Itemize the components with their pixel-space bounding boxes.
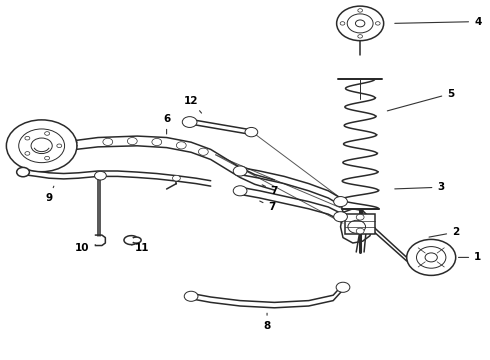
Circle shape	[6, 120, 77, 172]
Circle shape	[57, 144, 62, 148]
Circle shape	[45, 132, 49, 135]
Bar	[345, 214, 375, 234]
Circle shape	[233, 186, 247, 196]
Circle shape	[25, 136, 30, 140]
Circle shape	[347, 14, 373, 33]
Circle shape	[17, 167, 29, 177]
Circle shape	[25, 152, 30, 155]
Text: 9: 9	[46, 186, 54, 203]
Text: 5: 5	[387, 89, 454, 111]
Text: 10: 10	[75, 243, 96, 253]
Circle shape	[184, 291, 198, 301]
Text: 11: 11	[131, 243, 149, 253]
Text: 7: 7	[260, 201, 276, 212]
Text: 2: 2	[429, 227, 459, 237]
Circle shape	[358, 35, 363, 38]
Circle shape	[31, 138, 52, 154]
Circle shape	[176, 142, 186, 149]
Circle shape	[182, 117, 197, 127]
Circle shape	[152, 139, 162, 146]
Circle shape	[355, 20, 365, 27]
Circle shape	[45, 156, 49, 160]
Circle shape	[172, 175, 180, 181]
Circle shape	[416, 247, 446, 268]
Circle shape	[95, 171, 106, 180]
Text: 12: 12	[184, 96, 201, 113]
Circle shape	[19, 129, 65, 163]
Text: 8: 8	[264, 313, 270, 331]
Circle shape	[336, 282, 350, 292]
Text: 1: 1	[459, 252, 481, 262]
Circle shape	[245, 127, 258, 137]
Circle shape	[334, 197, 347, 207]
Circle shape	[425, 253, 437, 262]
Text: 4: 4	[395, 17, 482, 27]
Circle shape	[127, 138, 137, 145]
Circle shape	[334, 212, 347, 222]
Circle shape	[356, 214, 364, 220]
Circle shape	[103, 138, 113, 145]
Circle shape	[233, 166, 247, 176]
Circle shape	[348, 220, 366, 233]
Circle shape	[375, 22, 380, 25]
Circle shape	[407, 239, 456, 275]
Text: 6: 6	[163, 114, 170, 134]
Text: 7: 7	[262, 185, 278, 196]
Circle shape	[356, 228, 364, 234]
Circle shape	[198, 148, 208, 156]
Text: 3: 3	[395, 182, 444, 192]
Circle shape	[340, 22, 345, 25]
Circle shape	[358, 9, 363, 12]
Circle shape	[337, 6, 384, 41]
